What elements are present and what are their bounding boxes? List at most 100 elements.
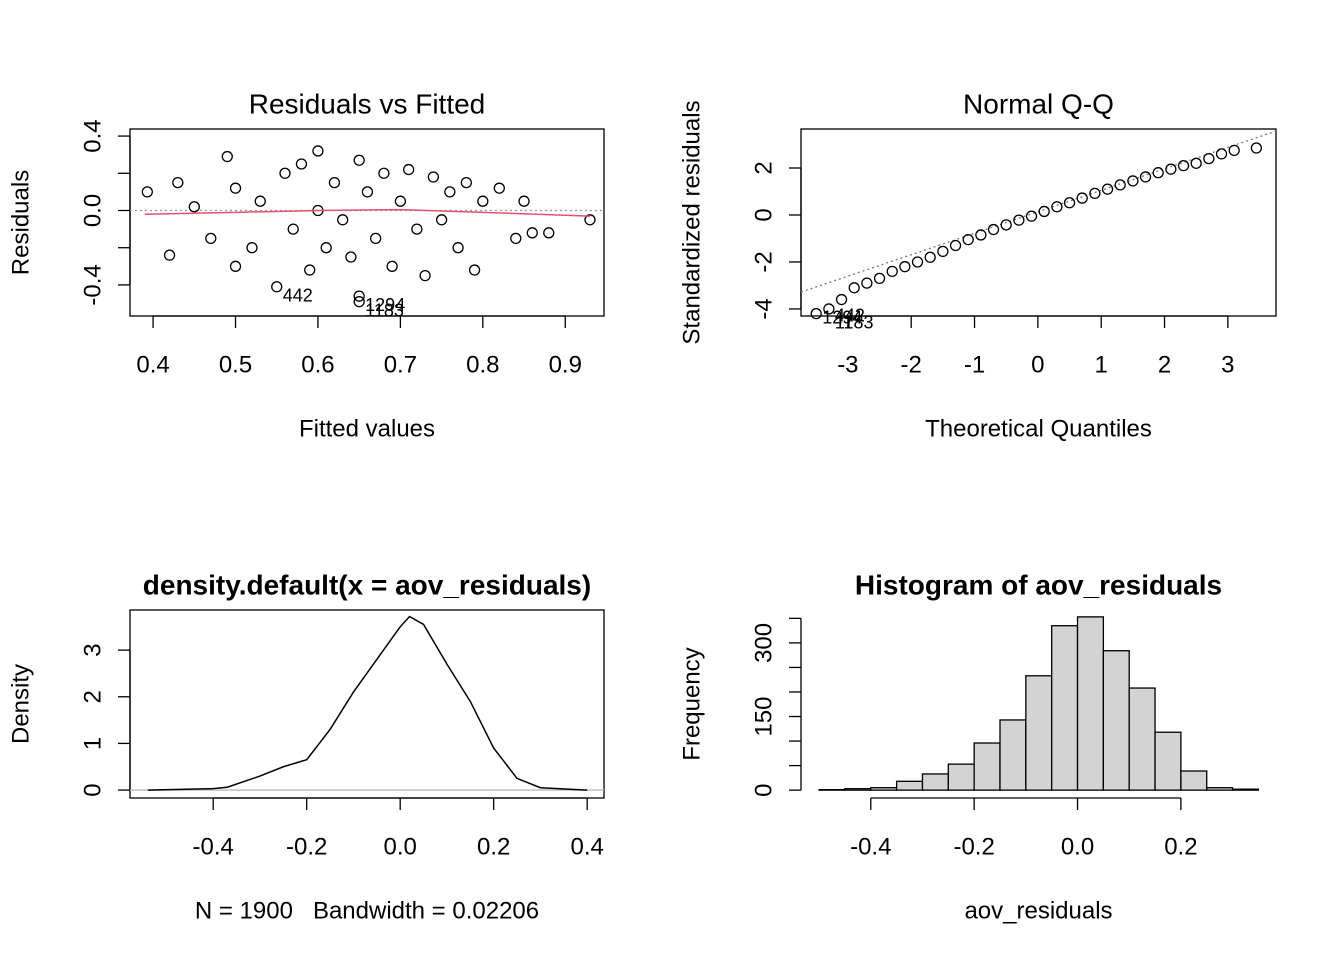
histogram-bar	[947, 763, 975, 791]
point-label: 1294	[822, 308, 862, 328]
y-tick-label: 0	[750, 208, 777, 221]
point	[205, 232, 217, 245]
point	[1190, 157, 1202, 169]
y-axis-label: Standardized residuals	[678, 100, 705, 344]
point	[1089, 187, 1101, 200]
point	[353, 290, 365, 302]
x-tick-label: -0.4	[850, 833, 891, 860]
point	[1025, 210, 1038, 222]
point	[402, 163, 415, 176]
point	[1063, 197, 1076, 209]
point	[246, 242, 258, 254]
point	[899, 261, 911, 273]
point-label: 1183	[365, 300, 404, 320]
histogram-bar	[999, 719, 1027, 791]
y-axis-label: Density	[7, 664, 34, 744]
y-tick-label: -2	[750, 251, 777, 272]
histogram-bar	[870, 787, 898, 791]
histogram-bar	[973, 742, 1001, 791]
point	[1000, 219, 1012, 231]
x-tick-label: 1	[1095, 351, 1108, 378]
point	[221, 150, 233, 163]
point	[304, 264, 316, 276]
panel-title: Histogram of aov_residuals	[855, 569, 1222, 600]
point	[810, 308, 822, 320]
point	[1228, 144, 1240, 157]
point	[518, 195, 530, 207]
point	[188, 201, 200, 213]
point	[493, 182, 505, 194]
point	[937, 245, 949, 258]
point	[386, 260, 398, 272]
y-tick-label: 2	[79, 690, 106, 703]
point	[1177, 159, 1190, 172]
point	[345, 251, 357, 263]
point	[287, 223, 299, 235]
point	[848, 282, 860, 294]
point	[987, 223, 1000, 236]
y-tick-label: 0.4	[79, 119, 106, 152]
point	[1139, 171, 1152, 183]
x-tick-label: 0	[1031, 351, 1044, 378]
point	[1076, 192, 1088, 204]
y-tick-label: 2	[750, 161, 777, 174]
point	[1152, 167, 1164, 179]
point	[924, 251, 936, 263]
point	[886, 265, 898, 278]
panel-title: density.default(x = aov_residuals)	[143, 569, 591, 600]
x-tick-label: 0.0	[1061, 833, 1094, 860]
qq-reference-line	[800, 130, 1277, 293]
point	[271, 281, 283, 293]
point	[1101, 183, 1114, 195]
panel-title: Normal Q-Q	[963, 88, 1114, 119]
histogram-bar	[1025, 675, 1053, 791]
point	[320, 242, 332, 254]
x-tick-label: 0.6	[301, 351, 334, 378]
point	[468, 264, 481, 276]
point	[477, 195, 489, 207]
y-tick-label: -0.4	[79, 264, 106, 305]
point	[172, 176, 184, 189]
point	[353, 154, 365, 166]
histogram-bar	[1076, 616, 1105, 791]
x-tick-label: 0.2	[477, 833, 510, 860]
point-label: 1183	[835, 312, 874, 332]
point	[411, 223, 423, 235]
point	[460, 176, 472, 189]
point	[861, 277, 873, 289]
point	[873, 272, 886, 285]
point	[435, 214, 448, 226]
point	[370, 232, 382, 245]
point	[823, 303, 835, 315]
point	[949, 239, 962, 252]
x-tick-label: 0.8	[466, 351, 499, 378]
x-axis-label: Theoretical Quantiles	[925, 415, 1152, 442]
point	[353, 296, 365, 308]
smooth-line	[144, 208, 591, 217]
x-tick-label: 2	[1158, 351, 1171, 378]
y-tick-label: 1	[79, 737, 106, 750]
histogram-bar	[1231, 788, 1260, 791]
y-tick-label: 0.0	[79, 194, 106, 227]
point	[1215, 148, 1228, 160]
point	[975, 229, 987, 241]
density-curve	[147, 615, 588, 791]
x-tick-label: -0.2	[286, 833, 327, 860]
point	[1051, 201, 1063, 213]
point	[1013, 214, 1025, 226]
point	[312, 145, 324, 157]
x-tick-label: 0.2	[1164, 833, 1197, 860]
x-tick-label: -1	[964, 351, 985, 378]
x-tick-label: 0.7	[384, 351, 417, 378]
point	[1165, 163, 1177, 175]
point	[835, 293, 848, 306]
x-axis-label: aov_residuals	[964, 897, 1112, 924]
point	[279, 167, 291, 179]
point	[229, 260, 242, 272]
y-axis-label: Frequency	[678, 647, 705, 760]
point	[229, 182, 242, 194]
histogram-bar	[1051, 625, 1079, 791]
x-tick-label: 3	[1221, 351, 1234, 378]
point	[1114, 179, 1126, 191]
plot-frame	[129, 128, 605, 317]
